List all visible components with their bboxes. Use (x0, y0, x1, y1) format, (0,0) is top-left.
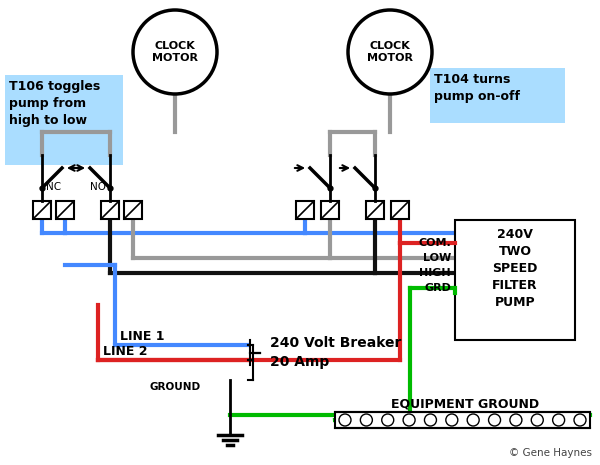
Bar (124, 201, 142, 219)
Bar (391, 201, 409, 219)
Text: 240 Volt Breaker
20 Amp: 240 Volt Breaker 20 Amp (270, 336, 401, 369)
Text: NC: NC (46, 182, 61, 192)
Text: 240V
TWO
SPEED
FILTER
PUMP: 240V TWO SPEED FILTER PUMP (492, 228, 538, 309)
Bar (101, 201, 119, 219)
Text: LOW: LOW (423, 253, 451, 263)
Text: GRD: GRD (424, 283, 451, 293)
Circle shape (133, 10, 217, 94)
Text: CLOCK
MOTOR: CLOCK MOTOR (152, 41, 198, 63)
Text: T106 toggles
pump from
high to low: T106 toggles pump from high to low (9, 80, 100, 127)
Bar (56, 201, 74, 219)
Text: T104 turns
pump on-off: T104 turns pump on-off (434, 73, 520, 103)
Text: EQUIPMENT GROUND: EQUIPMENT GROUND (391, 397, 539, 410)
Text: COM.: COM. (418, 238, 451, 248)
Bar (296, 201, 314, 219)
Circle shape (348, 10, 432, 94)
Bar (335, 412, 590, 428)
Bar (33, 201, 51, 219)
Bar (321, 201, 339, 219)
Bar (366, 201, 384, 219)
Text: GROUND: GROUND (149, 382, 200, 392)
Bar (455, 220, 575, 340)
Text: LINE 1: LINE 1 (120, 330, 164, 343)
Text: © Gene Haynes: © Gene Haynes (509, 448, 592, 458)
FancyBboxPatch shape (430, 68, 565, 123)
FancyBboxPatch shape (5, 75, 123, 165)
Text: NO: NO (90, 182, 106, 192)
Text: CLOCK
MOTOR: CLOCK MOTOR (367, 41, 413, 63)
Text: LINE 2: LINE 2 (103, 345, 148, 358)
Text: HIGH: HIGH (419, 268, 451, 278)
